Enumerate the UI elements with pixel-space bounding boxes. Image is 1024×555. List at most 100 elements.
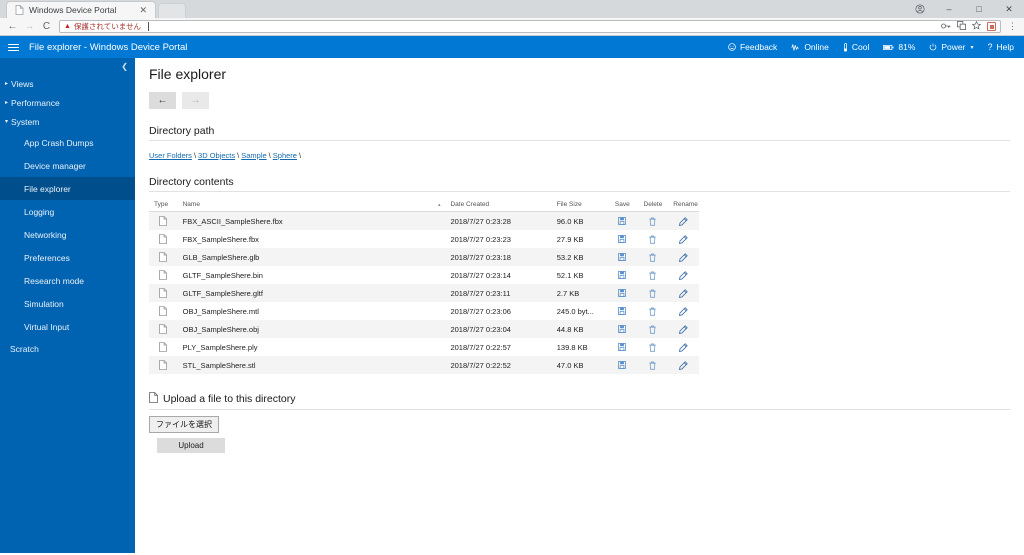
save-button[interactable]	[607, 320, 638, 338]
address-bar[interactable]: ▲ 保護されていません	[59, 20, 1001, 33]
browser-forward-icon[interactable]: →	[24, 21, 35, 32]
file-icon	[149, 284, 178, 302]
delete-button[interactable]	[638, 320, 669, 338]
rename-button[interactable]	[668, 266, 699, 284]
column-header-delete: Delete	[637, 198, 669, 212]
choose-file-button[interactable]: ファイルを選択	[149, 416, 219, 433]
translate-icon[interactable]	[957, 21, 966, 32]
rename-button[interactable]	[668, 212, 699, 231]
delete-button[interactable]	[638, 230, 669, 248]
maximize-button[interactable]: □	[976, 4, 982, 14]
sidebar-item-system[interactable]: ▾ System	[0, 112, 135, 131]
extension-icon[interactable]	[987, 22, 996, 31]
rename-button[interactable]	[668, 230, 699, 248]
delete-button[interactable]	[638, 302, 669, 320]
sidebar-item-research-mode[interactable]: Research mode	[0, 269, 135, 292]
save-button[interactable]	[607, 230, 638, 248]
reload-icon[interactable]: C	[42, 21, 51, 32]
file-name-cell[interactable]: STL_SampleShere.stl	[182, 360, 256, 370]
column-header-name[interactable]: Name ▴	[177, 198, 446, 212]
save-button[interactable]	[607, 338, 638, 356]
temperature-status[interactable]: Cool	[843, 42, 869, 52]
file-name-cell[interactable]: GLB_SampleShere.glb	[182, 252, 260, 262]
column-header-type[interactable]: Type	[149, 198, 178, 212]
delete-button[interactable]	[638, 248, 669, 266]
rename-button[interactable]	[668, 302, 699, 320]
rename-button[interactable]	[668, 338, 699, 356]
browser-menu-icon[interactable]: ⋮	[1008, 21, 1017, 31]
sidebar-item-device-manager[interactable]: Device manager	[0, 154, 135, 177]
rename-button[interactable]	[668, 356, 699, 374]
file-name-cell[interactable]: FBX_ASCII_SampleShere.fbx	[182, 216, 283, 226]
table-row[interactable]: GLTF_SampleShere.bin 2018/7/27 0:23:14 52.…	[149, 266, 699, 284]
breadcrumb-link-user-folders[interactable]: User Folders	[149, 151, 192, 160]
profile-icon[interactable]	[906, 0, 934, 18]
table-row[interactable]: GLB_SampleShere.glb 2018/7/27 0:23:18 53.2…	[149, 248, 699, 266]
file-name-cell[interactable]: PLY_SampleShere.ply	[182, 342, 258, 352]
window-close-button[interactable]: ✕	[1005, 3, 1013, 14]
minimize-button[interactable]: –	[946, 4, 952, 14]
save-button[interactable]	[607, 266, 638, 284]
table-row[interactable]: OBJ_SampleShere.mtl 2018/7/27 0:23:06 245.…	[149, 302, 699, 320]
table-row[interactable]: STL_SampleShere.stl 2018/7/27 0:22:52 47.0…	[149, 356, 699, 374]
online-status[interactable]: Online	[791, 42, 829, 52]
directory-forward-button[interactable]: →	[182, 92, 209, 109]
rename-button[interactable]	[668, 320, 699, 338]
sidebar-item-logging[interactable]: Logging	[0, 200, 135, 223]
delete-button[interactable]	[638, 284, 669, 302]
table-row[interactable]: FBX_SampleShere.fbx 2018/7/27 0:23:23 27.9…	[149, 230, 699, 248]
sidebar-item-virtual-input[interactable]: Virtual Input	[0, 315, 135, 338]
breadcrumb-link-sphere[interactable]: Sphere	[272, 151, 297, 160]
help-button[interactable]: ? Help	[988, 42, 1015, 52]
sidebar-item-simulation[interactable]: Simulation	[0, 292, 135, 315]
save-button[interactable]	[607, 248, 638, 266]
sidebar-item-scratch[interactable]: Scratch	[0, 338, 135, 359]
rename-button[interactable]	[668, 284, 699, 302]
browser-back-icon[interactable]: ←	[7, 21, 18, 32]
browser-tab[interactable]: Windows Device Portal ✕	[6, 1, 156, 18]
column-header-file-size[interactable]: File Size	[551, 198, 607, 212]
file-name-cell[interactable]: OBJ_SampleShere.obj	[182, 324, 259, 334]
rename-button[interactable]	[668, 248, 699, 266]
table-body: FBX_ASCII_SampleShere.fbx 2018/7/27 0:23:…	[149, 211, 699, 374]
sidebar-item-preferences[interactable]: Preferences	[0, 246, 135, 269]
file-name-cell[interactable]: OBJ_SampleShere.mtl	[182, 306, 259, 316]
close-icon[interactable]: ✕	[139, 4, 147, 15]
table-row[interactable]: GLTF_SampleShere.gltf 2018/7/27 0:23:11 2.…	[149, 284, 699, 302]
sidebar-item-views[interactable]: ▸ Views	[0, 74, 135, 93]
breadcrumb-link-3d-objects[interactable]: 3D Objects	[198, 151, 236, 160]
save-button[interactable]	[607, 356, 638, 374]
menu-icon[interactable]	[8, 43, 19, 51]
star-icon[interactable]	[971, 20, 982, 32]
save-button[interactable]	[607, 284, 638, 302]
sidebar-item-performance[interactable]: ▸ Performance	[0, 93, 135, 112]
table-row[interactable]: OBJ_SampleShere.obj 2018/7/27 0:23:04 44.8…	[149, 320, 699, 338]
directory-back-button[interactable]: ←	[149, 92, 176, 109]
delete-button[interactable]	[638, 356, 669, 374]
chevron-left-icon[interactable]: ❮	[121, 62, 128, 71]
delete-button[interactable]	[638, 338, 669, 356]
delete-button[interactable]	[638, 212, 669, 231]
file-name-cell[interactable]: GLTF_SampleShere.gltf	[182, 288, 263, 298]
sidebar-item-file-explorer[interactable]: File explorer	[0, 177, 135, 200]
upload-button[interactable]: Upload	[157, 438, 225, 453]
sidebar-item-networking[interactable]: Networking	[0, 223, 135, 246]
save-button[interactable]	[607, 302, 638, 320]
file-name-cell[interactable]: FBX_SampleShere.fbx	[182, 234, 259, 244]
pencil-icon	[673, 360, 694, 370]
key-icon[interactable]	[941, 22, 951, 32]
file-name-cell[interactable]: GLTF_SampleShere.bin	[182, 270, 263, 280]
delete-button[interactable]	[638, 266, 669, 284]
power-menu[interactable]: Power ▾	[929, 42, 974, 52]
battery-label: 81%	[898, 42, 916, 52]
battery-status[interactable]: 81%	[883, 42, 915, 52]
sidebar-item-app-crash-dumps[interactable]: App Crash Dumps	[0, 131, 135, 154]
new-tab-button[interactable]	[158, 3, 186, 18]
breadcrumb-separator: \	[193, 151, 197, 160]
breadcrumb-link-sample[interactable]: Sample	[241, 151, 267, 160]
table-row[interactable]: FBX_ASCII_SampleShere.fbx 2018/7/27 0:23:…	[149, 211, 699, 231]
save-button[interactable]	[607, 212, 638, 231]
column-header-date-created[interactable]: Date Created	[445, 198, 552, 212]
table-row[interactable]: PLY_SampleShere.ply 2018/7/27 0:22:57 139.…	[149, 338, 699, 356]
feedback-button[interactable]: Feedback	[728, 42, 777, 52]
